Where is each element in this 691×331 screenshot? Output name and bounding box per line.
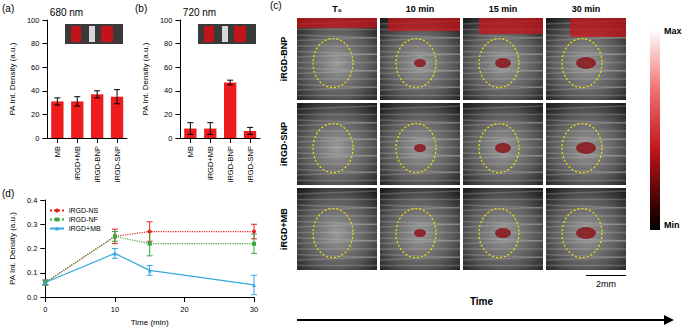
svg-text:iRGD+MB: iRGD+MB xyxy=(69,225,101,232)
html-text:T₀: T₀ xyxy=(332,4,342,14)
svg-text:iRGD-SNP: iRGD-SNP xyxy=(113,146,122,182)
svg-text:(d): (d) xyxy=(2,188,14,199)
svg-text:0.3: 0.3 xyxy=(27,220,37,229)
html-text:Max: Max xyxy=(664,26,682,36)
svg-text:MB: MB xyxy=(186,146,195,157)
svg-text:iRGD-BNP: iRGD-BNP xyxy=(93,146,102,182)
svg-text:iRGD+MB: iRGD+MB xyxy=(73,146,82,180)
svg-text:40: 40 xyxy=(31,86,39,95)
svg-text:20: 20 xyxy=(164,110,172,119)
svg-text:80: 80 xyxy=(164,39,172,48)
svg-text:30: 30 xyxy=(250,305,258,314)
svg-text:PA Int. Density (a.u.): PA Int. Density (a.u.) xyxy=(141,42,150,115)
svg-text:MB: MB xyxy=(53,146,62,157)
svg-text:iRGD-BNP: iRGD-BNP xyxy=(226,146,235,182)
svg-text:0.4: 0.4 xyxy=(27,196,37,205)
svg-text:100: 100 xyxy=(160,16,173,25)
svg-text:Time (min): Time (min) xyxy=(131,318,169,327)
svg-text:PA Int. Density (a.u.): PA Int. Density (a.u.) xyxy=(8,42,17,115)
svg-text:20: 20 xyxy=(31,110,39,119)
svg-text:0.1: 0.1 xyxy=(27,268,37,277)
svg-text:0.0: 0.0 xyxy=(27,293,37,302)
svg-text:PA Int. Density (a.u.): PA Int. Density (a.u.) xyxy=(8,212,17,285)
svg-text:iRGD-NF: iRGD-NF xyxy=(69,216,98,223)
html-text:(c): (c) xyxy=(270,0,282,11)
svg-text:10: 10 xyxy=(111,305,119,314)
svg-text:(b): (b) xyxy=(135,3,147,14)
html-text:iRGD-BNP: iRGD-BNP xyxy=(279,36,289,82)
svg-text:iRGD-NS: iRGD-NS xyxy=(69,207,98,214)
svg-text:100: 100 xyxy=(27,16,40,25)
svg-text:60: 60 xyxy=(31,63,39,72)
svg-text:80: 80 xyxy=(31,39,39,48)
svg-text:60: 60 xyxy=(164,63,172,72)
svg-text:(a): (a) xyxy=(2,3,14,14)
svg-text:0: 0 xyxy=(35,134,39,143)
html-text:Time: Time xyxy=(469,296,494,307)
html-text:10 min: 10 min xyxy=(405,4,435,14)
html-text:Min: Min xyxy=(664,220,680,230)
svg-text:0: 0 xyxy=(168,134,172,143)
svg-text:20: 20 xyxy=(180,305,188,314)
svg-text:0: 0 xyxy=(43,305,47,314)
svg-text:40: 40 xyxy=(164,86,172,95)
html-text:iRGD+MB: iRGD+MB xyxy=(279,208,289,250)
svg-text:iRGD+MB: iRGD+MB xyxy=(206,146,215,180)
svg-text:0.2: 0.2 xyxy=(27,244,37,253)
svg-text:680 nm: 680 nm xyxy=(50,7,83,18)
html-text:2mm: 2mm xyxy=(596,279,616,289)
html-text:iRGD-SNP: iRGD-SNP xyxy=(279,122,289,166)
html-text:30 min: 30 min xyxy=(571,4,601,14)
svg-text:iRGD-SNP: iRGD-SNP xyxy=(246,146,255,182)
svg-text:720 nm: 720 nm xyxy=(183,7,216,18)
html-text:15 min: 15 min xyxy=(488,4,518,14)
